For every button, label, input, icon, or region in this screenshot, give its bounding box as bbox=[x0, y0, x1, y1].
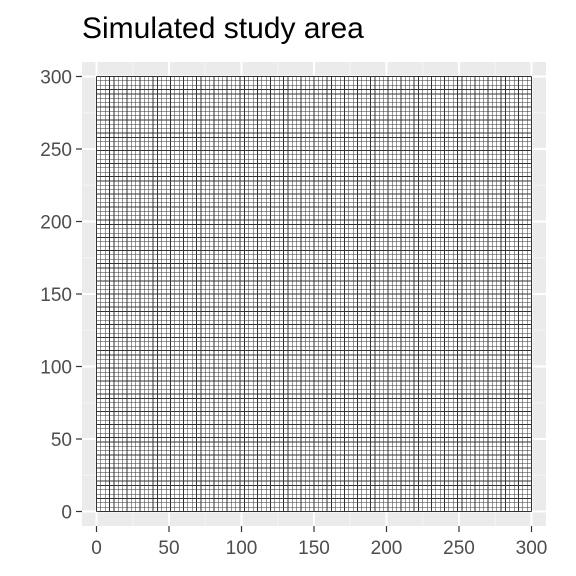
y-tick-label: 50 bbox=[51, 430, 72, 451]
y-tick-label: 100 bbox=[40, 358, 72, 379]
y-tick-label: 300 bbox=[40, 68, 72, 89]
x-tick-label: 250 bbox=[443, 538, 475, 559]
study-area-cells bbox=[96, 76, 532, 512]
plot-title: Simulated study area bbox=[82, 12, 364, 45]
x-tick-label: 100 bbox=[226, 538, 258, 559]
x-tick-label: 150 bbox=[298, 538, 330, 559]
study-area-grid bbox=[96, 76, 532, 512]
y-tick-label: 0 bbox=[61, 503, 72, 524]
y-tick-label: 150 bbox=[40, 285, 72, 306]
y-tick-label: 250 bbox=[40, 140, 72, 161]
x-tick-label: 300 bbox=[516, 538, 548, 559]
x-tick-label: 200 bbox=[371, 538, 403, 559]
x-axis: 0 50 100 150 200 250 300 bbox=[91, 526, 547, 559]
y-axis: 0 50 100 150 200 250 300 bbox=[40, 68, 82, 524]
y-tick-label: 200 bbox=[40, 213, 72, 234]
x-tick-label: 0 bbox=[91, 538, 102, 559]
x-tick-label: 50 bbox=[158, 538, 179, 559]
